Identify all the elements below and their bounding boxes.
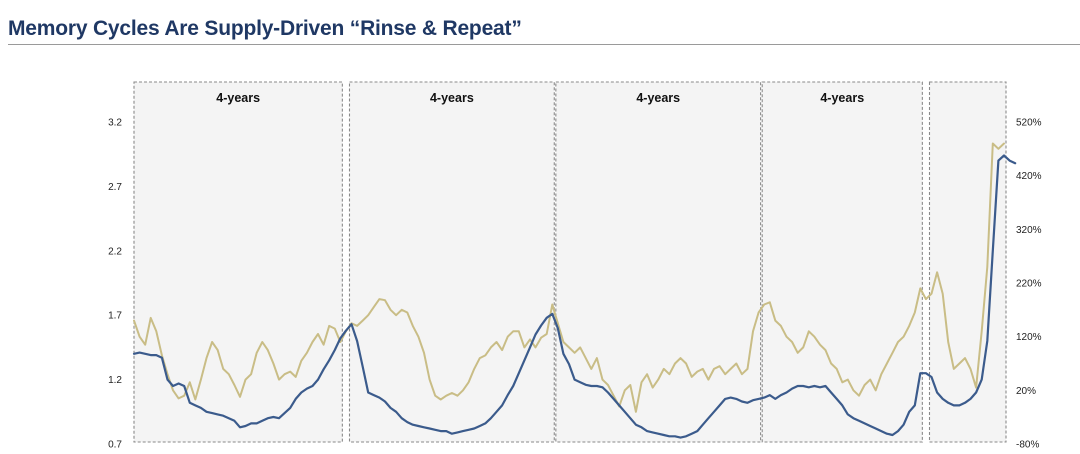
right-axis-tick-label: 520% [1016,118,1042,129]
right-axis-tick-label: 20% [1016,386,1036,397]
right-axis-ticks: 520% 420% 320% 220% 120% 20% -80% [1016,118,1042,451]
cycle-band-label: 4-years [216,91,260,105]
cycle-band [555,81,762,443]
cycle-bands: 4-years 4-years 4-years 4-years [133,81,1007,443]
left-axis-tick-label: 2.2 [108,246,122,257]
left-axis-tick-label: 2.7 [108,182,122,193]
cycle-band [348,81,555,443]
cycle-band [133,81,343,443]
series-lines [132,142,1017,439]
left-axis-tick-label: 0.7 [108,440,122,451]
right-axis-tick-label: -80% [1016,440,1039,451]
page-title: Memory Cycles Are Supply-Driven “Rinse &… [8,17,522,40]
left-axis-ticks: 3.2 2.7 2.2 1.7 1.2 0.7 [108,118,122,451]
title-underline [8,44,1080,45]
right-axis-tick-label: 120% [1016,332,1042,343]
cycle-band-label: 4-years [430,91,474,105]
left-axis-tick-label: 1.7 [108,311,122,322]
gold-series-line [133,142,1005,413]
navy-series-line [132,154,1017,439]
right-axis-tick-label: 320% [1016,225,1042,236]
cycle-band [761,81,923,443]
right-axis-tick-label: 420% [1016,171,1042,182]
right-axis-tick-label: 220% [1016,279,1042,290]
left-axis-tick-label: 1.2 [108,375,122,386]
left-axis-tick-label: 3.2 [108,118,122,129]
cycle-band-label: 4-years [636,91,680,105]
cycle-band-label: 4-years [820,91,864,105]
cycle-band [928,81,1007,443]
